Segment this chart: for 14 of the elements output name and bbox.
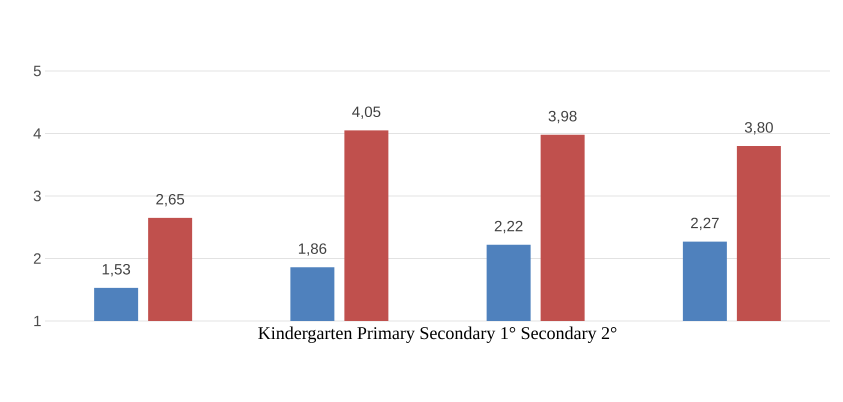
data-label: 4,05 — [352, 106, 380, 119]
data-label: 1,53 — [102, 264, 130, 276]
data-label: 2,65 — [156, 194, 184, 206]
data-label: 2,22 — [494, 220, 522, 234]
y-tick-label: 1 — [34, 316, 41, 326]
y-tick-label: 4 — [33, 128, 42, 139]
data-label: 1,86 — [298, 243, 326, 256]
data-label: 2,27 — [691, 218, 719, 230]
data-label: 3,98 — [548, 110, 577, 124]
y-tick-label: 2 — [34, 253, 41, 264]
data-label: 3,80 — [744, 122, 773, 134]
y-tick-label: 5 — [34, 66, 41, 76]
x-axis-title: Kindergarten Primary Secondary 1° Secondary 2° — [258, 326, 616, 343]
y-tick-label: 3 — [34, 190, 41, 202]
